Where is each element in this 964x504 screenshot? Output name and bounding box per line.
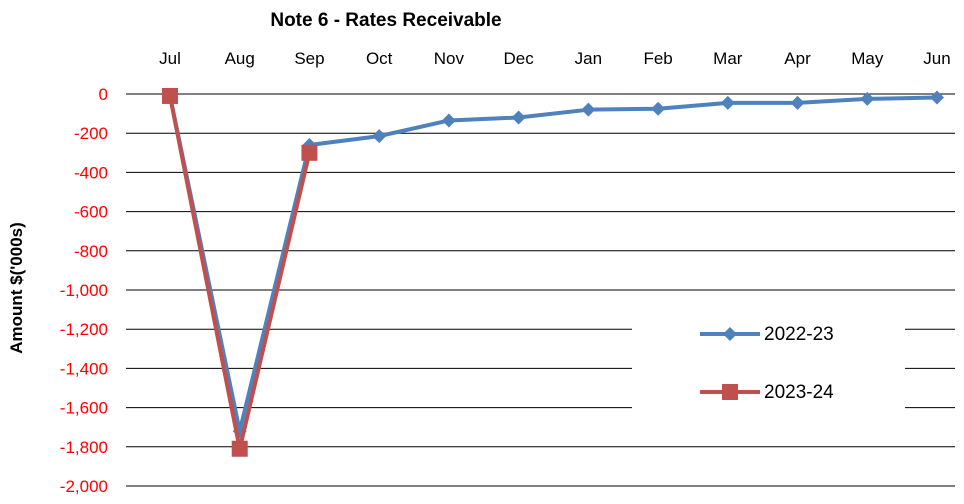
- data-point: [720, 95, 735, 110]
- y-tick-label: -200: [74, 124, 108, 143]
- legend-label: 2022-23: [764, 324, 834, 345]
- x-tick-label: Oct: [366, 49, 393, 68]
- x-tick-label: Mar: [713, 49, 743, 68]
- x-tick-label: Nov: [434, 49, 465, 68]
- series-line: [168, 95, 938, 434]
- data-point: [790, 95, 805, 110]
- x-tick-labels: Jul Aug Sep Oct Nov Dec Jan Feb Mar Apr May Jun: [159, 49, 951, 68]
- data-point: [930, 90, 944, 105]
- y-tick-label: -1,400: [60, 359, 108, 378]
- series-2023-24: [162, 87, 318, 457]
- data-point: [301, 144, 318, 161]
- gridlines: [126, 93, 955, 487]
- y-tick-label: -400: [74, 163, 108, 182]
- data-point: [231, 440, 248, 457]
- x-tick-label: Jan: [575, 49, 602, 68]
- y-tick-label: 0: [99, 85, 108, 104]
- data-point: [372, 129, 387, 144]
- legend-label: 2023-24: [764, 382, 834, 403]
- x-tick-label: Apr: [784, 49, 811, 68]
- y-tick-label: -1,000: [60, 281, 108, 300]
- data-point: [162, 87, 178, 104]
- data-point: [860, 91, 875, 106]
- x-tick-label: Feb: [643, 49, 672, 68]
- legend: 2022-23 2023-24: [700, 324, 834, 403]
- x-tick-label: Sep: [294, 49, 324, 68]
- data-point: [441, 113, 456, 128]
- legend-item: 2022-23: [700, 324, 834, 345]
- y-tick-label: -1,800: [60, 438, 108, 457]
- y-axis-title: Amount $('000s): [7, 222, 26, 354]
- legend-marker: [722, 384, 738, 400]
- y-tick-label: -2,000: [60, 477, 108, 496]
- data-point: [651, 101, 666, 116]
- y-tick-labels: 0 -200 -400 -600 -800 -1,000 -1,200 -1,400 -1,60…: [60, 85, 108, 496]
- chart-title: Note 6 - Rates Receivable: [270, 10, 501, 31]
- y-tick-label: -1,200: [60, 320, 108, 339]
- data-point: [581, 102, 596, 117]
- y-tick-label: -600: [74, 203, 108, 222]
- x-tick-label: Jul: [159, 49, 181, 68]
- legend-item: 2023-24: [700, 382, 834, 403]
- x-tick-label: Jun: [923, 49, 950, 68]
- legend-marker: [723, 327, 737, 341]
- x-tick-label: Aug: [225, 49, 255, 68]
- x-tick-label: May: [851, 49, 884, 68]
- series-line: [168, 95, 312, 451]
- y-tick-label: -800: [74, 242, 108, 261]
- data-point: [511, 110, 526, 125]
- series-lines: [162, 87, 944, 457]
- y-tick-label: -1,600: [60, 399, 108, 418]
- x-tick-label: Dec: [504, 49, 535, 68]
